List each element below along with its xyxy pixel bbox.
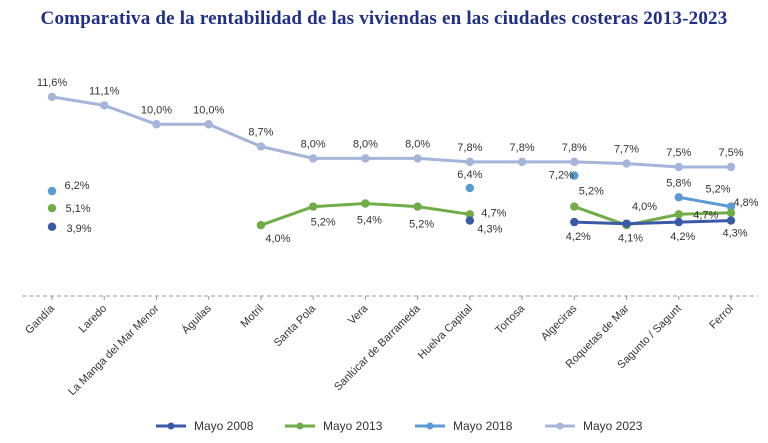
data-label: 7,5% (718, 147, 743, 159)
legend-swatch-marker (426, 422, 434, 430)
data-label: 7,8% (457, 142, 482, 154)
x-tick-label: Huelva Capital (416, 303, 475, 362)
x-tick-label: Santa Pola (272, 302, 319, 349)
data-point (517, 157, 527, 167)
data-point (47, 222, 57, 231)
data-label: 8,0% (301, 138, 326, 150)
data-point (204, 120, 213, 129)
legend-swatch-marker (296, 422, 304, 430)
data-label: 8,0% (405, 138, 430, 150)
data-point (570, 157, 579, 167)
data-point (726, 208, 736, 217)
data-label: 4,8% (733, 197, 758, 209)
data-point (308, 202, 318, 211)
legend-label: Mayo 2008 (194, 419, 254, 433)
series-line (572, 219, 733, 226)
data-label: 4,3% (722, 228, 747, 240)
data-point (674, 193, 683, 202)
data-point (465, 157, 475, 167)
data-label: 8,0% (353, 138, 378, 150)
series-line (677, 195, 733, 209)
legend-label: Mayo 2023 (583, 419, 643, 433)
data-label: 4,2% (670, 231, 695, 243)
data-label: 6,4% (457, 169, 482, 181)
data-label: 8,7% (248, 126, 273, 138)
x-tick-label: Tortosa (493, 302, 528, 337)
data-point (622, 159, 631, 168)
data-point (308, 154, 318, 163)
data-label: 6,2% (64, 180, 89, 192)
data-label: 7,7% (614, 144, 639, 156)
data-point (100, 101, 109, 110)
data-point (570, 202, 579, 211)
data-label: 5,8% (666, 177, 691, 189)
legend-swatch-marker (556, 422, 564, 430)
data-label: 7,8% (510, 142, 535, 154)
data-point (47, 92, 57, 102)
data-label: 4,0% (632, 201, 657, 213)
x-tick-label: Sanlúcar de Barrameda (332, 302, 423, 393)
data-point (726, 162, 736, 172)
x-tick-label: Águilas (179, 302, 214, 337)
data-label: 7,2% (549, 170, 574, 182)
data-point (413, 202, 422, 211)
data-label: 5,2% (579, 186, 604, 198)
data-label: 4,2% (566, 231, 591, 243)
series-line (572, 205, 733, 227)
data-label: 5,1% (65, 203, 90, 215)
data-point (674, 217, 683, 227)
legend-label: Mayo 2018 (453, 419, 513, 433)
data-point (726, 202, 736, 211)
data-point (465, 216, 475, 225)
data-point (465, 183, 475, 193)
data-label: 5,4% (357, 215, 382, 227)
data-label: 4,7% (693, 209, 718, 221)
data-point (413, 154, 422, 163)
data-point (674, 162, 683, 172)
data-label: 5,2% (705, 184, 730, 196)
data-label: 4,3% (477, 224, 502, 236)
x-tick-label: Algeciras (539, 302, 580, 343)
data-point (47, 186, 57, 196)
data-point (465, 210, 475, 219)
data-point (570, 217, 579, 227)
data-point (256, 221, 266, 230)
data-point (47, 203, 57, 213)
data-label: 4,0% (265, 233, 290, 245)
data-label: 7,8% (562, 142, 587, 154)
data-label: 3,9% (66, 223, 91, 235)
x-tick-label: La Manga del Mar Menor (66, 302, 162, 398)
data-label: 11,6% (37, 77, 68, 89)
data-label: 4,1% (618, 233, 643, 245)
data-label: 4,7% (481, 207, 506, 219)
data-point (726, 216, 736, 225)
data-point (361, 154, 370, 163)
x-tick-label: Vera (346, 302, 371, 327)
data-point (361, 199, 370, 208)
data-point (674, 210, 683, 219)
data-label: 5,2% (409, 219, 434, 231)
data-point (256, 142, 266, 151)
x-tick-label: Ferrol (707, 303, 736, 332)
series-line (50, 95, 733, 169)
data-label: 11,1% (89, 85, 120, 97)
data-point (622, 219, 631, 228)
legend-label: Mayo 2013 (323, 419, 383, 433)
data-label: 10,0% (193, 104, 224, 116)
x-tick-label: Motril (239, 303, 266, 330)
data-point (152, 120, 161, 129)
data-label: 10,0% (141, 104, 172, 116)
data-point (570, 171, 579, 180)
data-label: 5,2% (311, 217, 336, 229)
x-tick-label: Gandía (23, 302, 58, 337)
chart-title: Comparativa de la rentabilidad de las vi… (40, 8, 728, 29)
legend-swatch-marker (167, 422, 175, 430)
x-tick-label: Laredo (77, 303, 110, 336)
data-label: 7,5% (666, 147, 691, 159)
